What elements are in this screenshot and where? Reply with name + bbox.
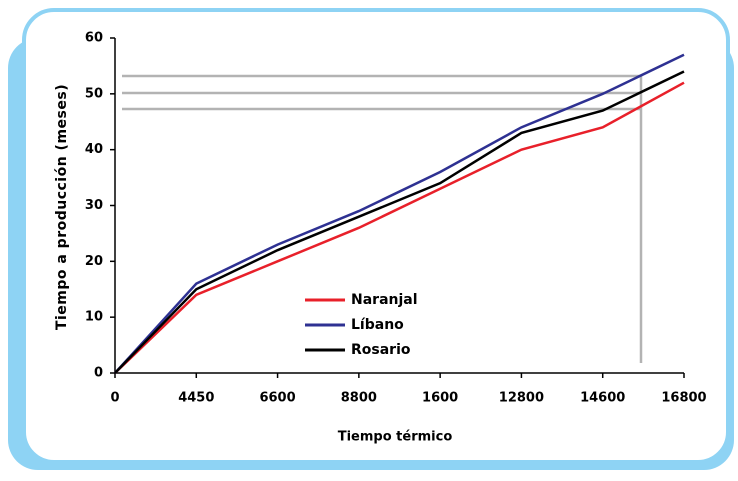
legend-label: Líbano [351, 317, 404, 333]
frame-panel [22, 8, 730, 464]
y-tick-label: 30 [85, 198, 103, 213]
legend-label: Naranjal [351, 292, 418, 308]
y-tick-label: 50 [85, 86, 103, 101]
y-tick-label: 60 [85, 31, 103, 46]
y-tick-label: 0 [94, 366, 103, 381]
x-tick-label: 14600 [580, 391, 625, 406]
x-tick-label: 16800 [661, 391, 706, 406]
y-tick-label: 10 [85, 310, 103, 325]
reference-lines [122, 74, 643, 363]
x-tick-label: 0 [110, 391, 119, 406]
y-tick-label: 20 [85, 254, 103, 269]
x-tick-label: 8800 [341, 391, 377, 406]
x-tick-label: 12800 [499, 391, 544, 406]
series-line [114, 70, 685, 374]
legend-label: Rosario [351, 342, 411, 358]
series-line [114, 81, 685, 374]
y-tick-label: 40 [85, 142, 103, 157]
y-axis-label: Tiempo a producción (meses) [54, 84, 70, 330]
x-tick-label: 1600 [422, 391, 458, 406]
x-tick-label: 4450 [178, 391, 214, 406]
series-line [114, 53, 685, 374]
x-tick-label: 6600 [259, 391, 295, 406]
x-axis-label: Tiempo térmico [338, 430, 453, 445]
